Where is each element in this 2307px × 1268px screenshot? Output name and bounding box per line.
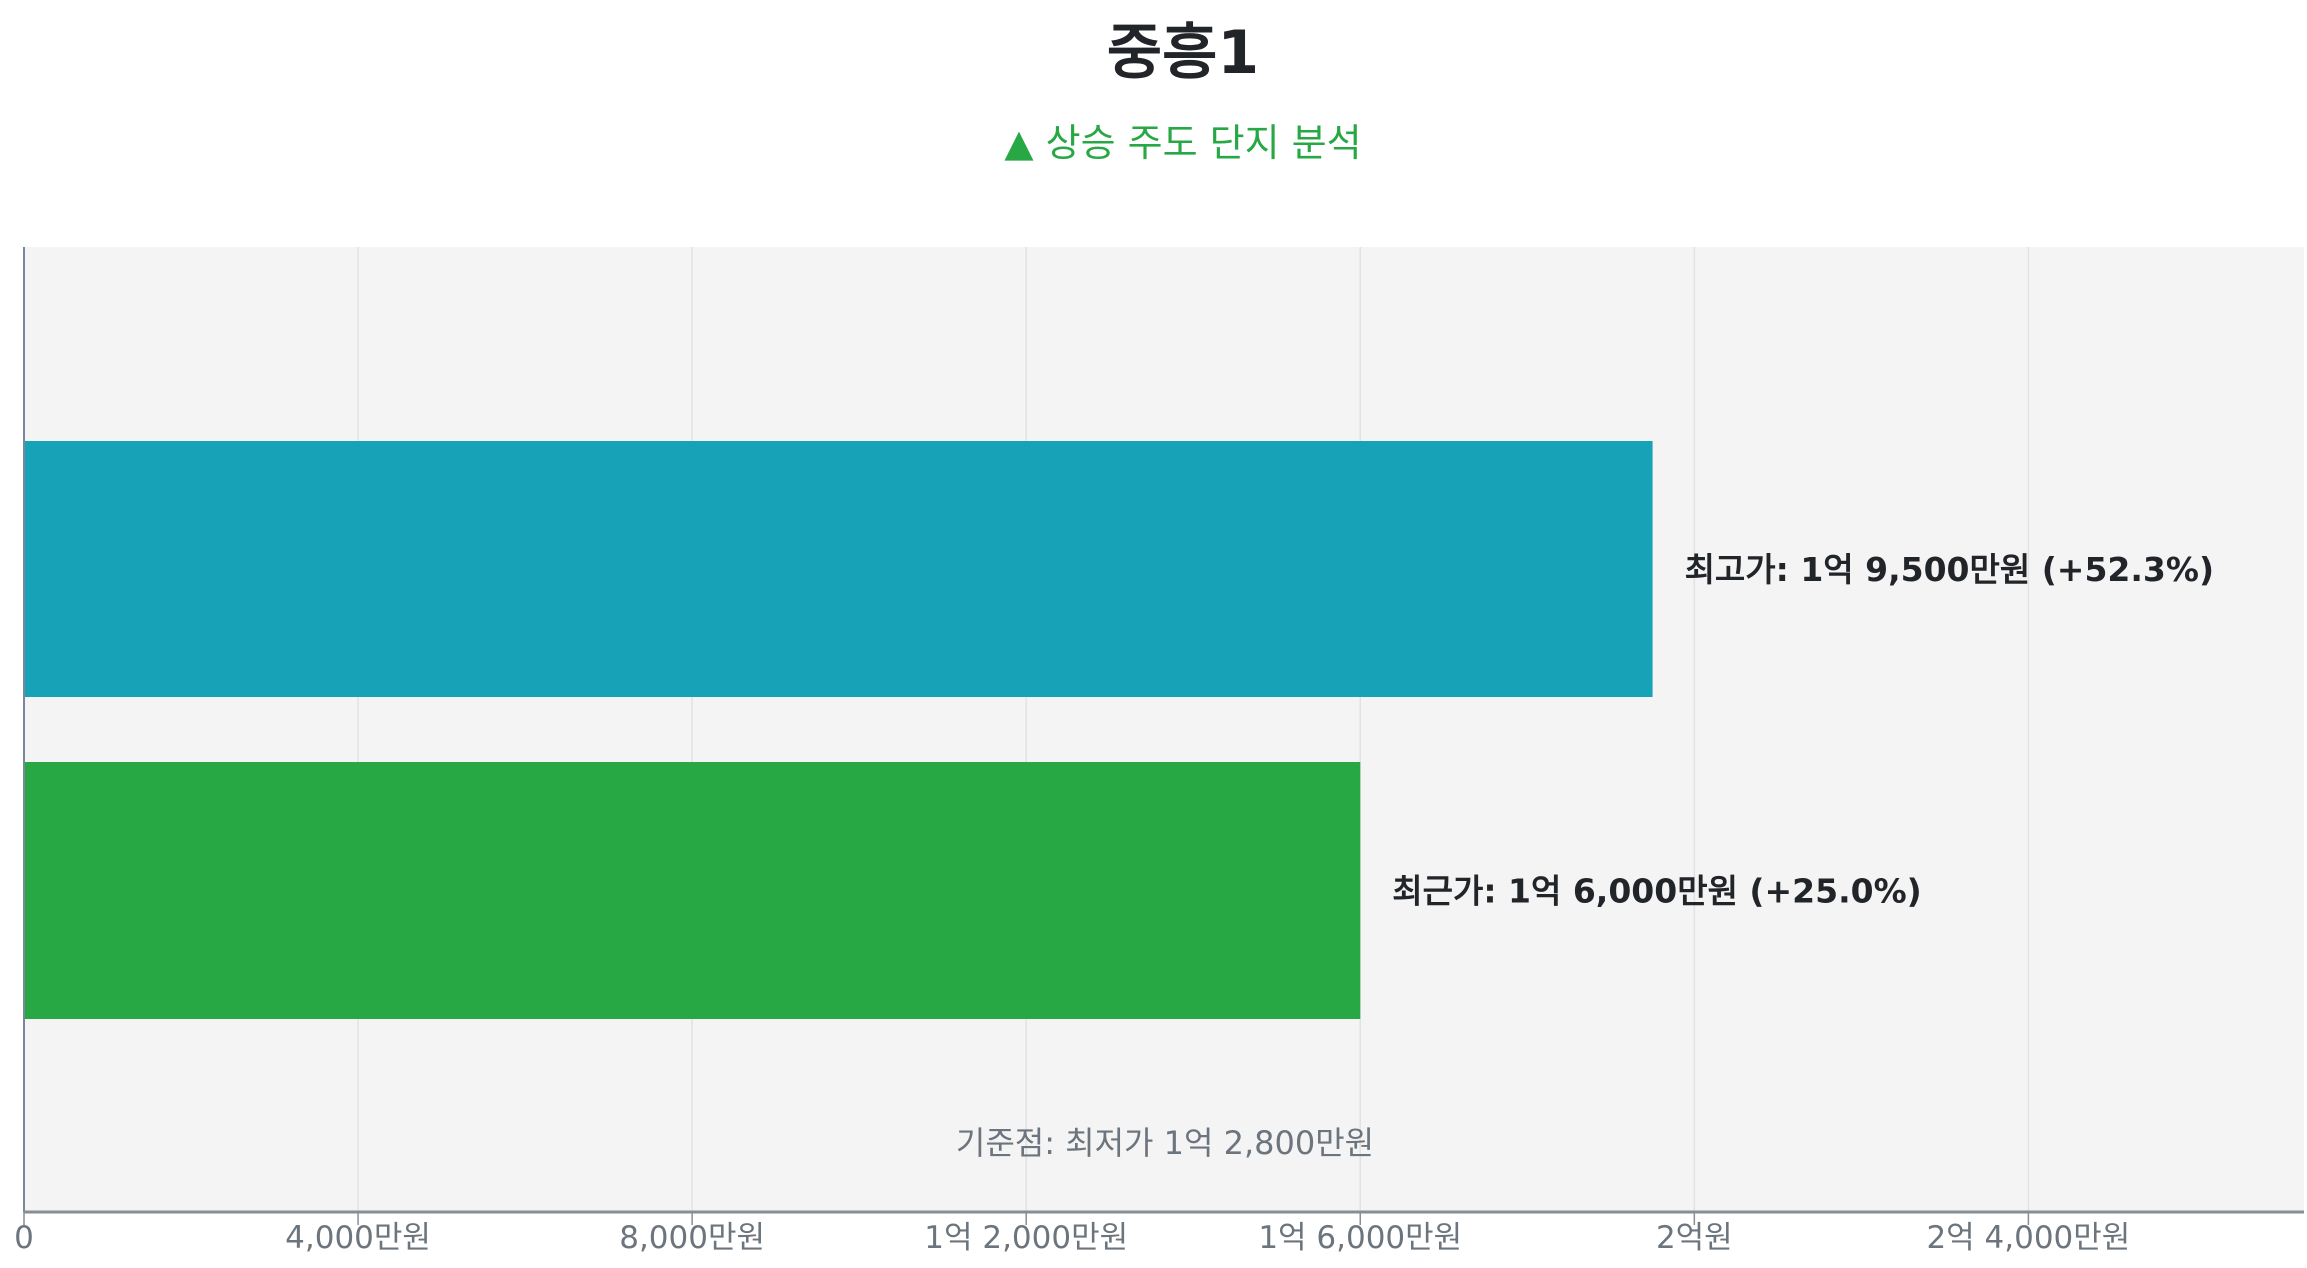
x-tick-label: 8,000만원	[619, 1220, 765, 1256]
bar-highest-price	[24, 441, 1653, 697]
x-tick-label: 2억원	[1656, 1220, 1733, 1256]
x-tick-label: 1억 2,000만원	[924, 1220, 1128, 1256]
plot-background	[24, 247, 2304, 1211]
bar-recent-price	[24, 762, 1361, 1019]
x-tick-label: 4,000만원	[285, 1220, 431, 1256]
x-tick-label: 1억 6,000만원	[1258, 1220, 1462, 1256]
bar-label: 최고가: 1억 9,500만원 (+52.3%)	[1685, 550, 2214, 589]
bar-label: 최근가: 1억 6,000만원 (+25.0%)	[1392, 872, 1921, 911]
chart-subtitle: ▲ 상승 주도 단지 분석	[1004, 121, 1362, 165]
x-tick-label: 0	[14, 1220, 34, 1256]
baseline-annotation: 기준점: 최저가 1억 2,800만원	[956, 1124, 1374, 1162]
x-tick-label: 2억 4,000만원	[1926, 1220, 2130, 1256]
chart-title: 중흥1	[1106, 18, 1260, 88]
